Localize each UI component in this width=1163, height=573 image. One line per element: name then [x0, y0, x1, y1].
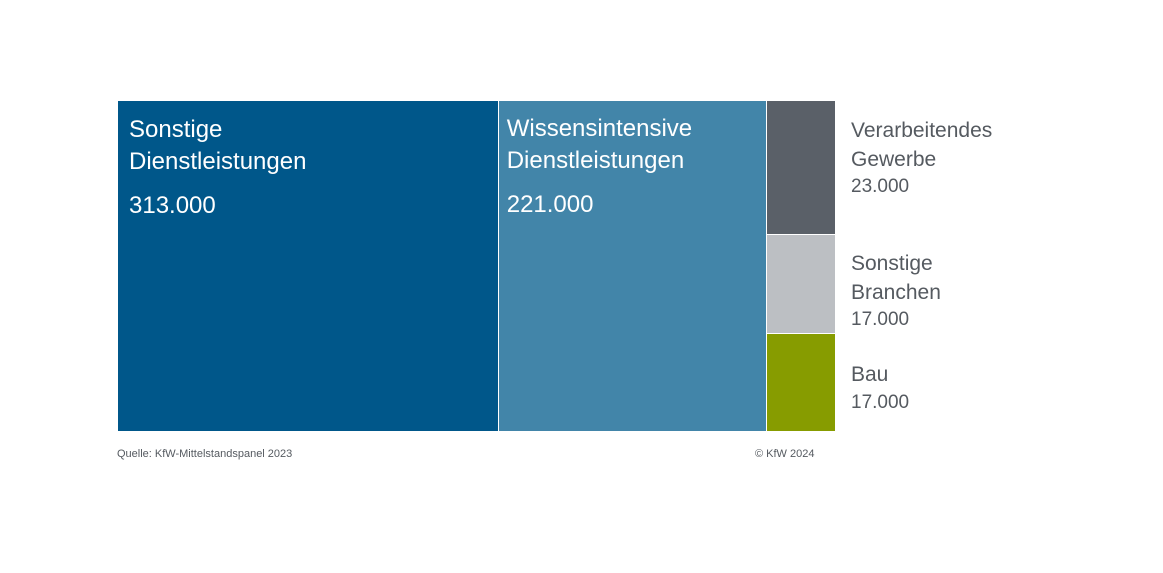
tile-wissensintensive-dienstleistungen: Wissensintensive Dienstleistungen 221.00…: [498, 101, 766, 431]
tile-value-sonstige-dienstleistungen: 313.000: [129, 192, 216, 219]
tile-label-wissensintensive-dienstleistungen: Wissensintensive Dienstleistungen: [507, 113, 847, 177]
side-label-line: Gewerbe: [851, 148, 937, 171]
tile-label-sonstige-dienstleistungen: Sonstige Dienstleistungen: [129, 114, 469, 178]
label-sonstige-branchen: Sonstige Branchen: [851, 249, 1101, 307]
label-bau: Bau: [851, 360, 1101, 389]
tile-sonstige-dienstleistungen: Sonstige Dienstleistungen 313.000: [118, 101, 498, 431]
copyright-note: © KfW 2024: [755, 448, 815, 460]
side-label-line: Sonstige: [851, 252, 933, 276]
label-verarbeitendes-gewerbe: Verarbeitendes Gewerbe: [851, 116, 1101, 174]
tile-label-line: Wissensintensive: [506, 115, 693, 142]
tile-sonstige-branchen: [766, 235, 835, 333]
tile-label-line: Dienstleistungen: [129, 148, 307, 175]
value-sonstige-branchen: 17.000: [851, 309, 910, 331]
value-verarbeitendes-gewerbe: 23.000: [851, 176, 910, 197]
source-note: Quelle: KfW-Mittelstandspanel 2023: [117, 448, 293, 460]
side-label-line: Branchen: [851, 281, 941, 305]
tile-bau: [766, 333, 835, 431]
tile-label-line: Dienstleistungen: [506, 147, 685, 174]
tile-label-line: Sonstige: [129, 116, 223, 143]
tile-verarbeitendes-gewerbe: [766, 101, 835, 235]
tile-value-wissensintensive-dienstleistungen: 221.000: [506, 191, 594, 218]
side-label-line: Verarbeitendes: [851, 119, 993, 142]
value-bau: 17.000: [851, 391, 910, 413]
side-label-line: Bau: [851, 362, 889, 386]
